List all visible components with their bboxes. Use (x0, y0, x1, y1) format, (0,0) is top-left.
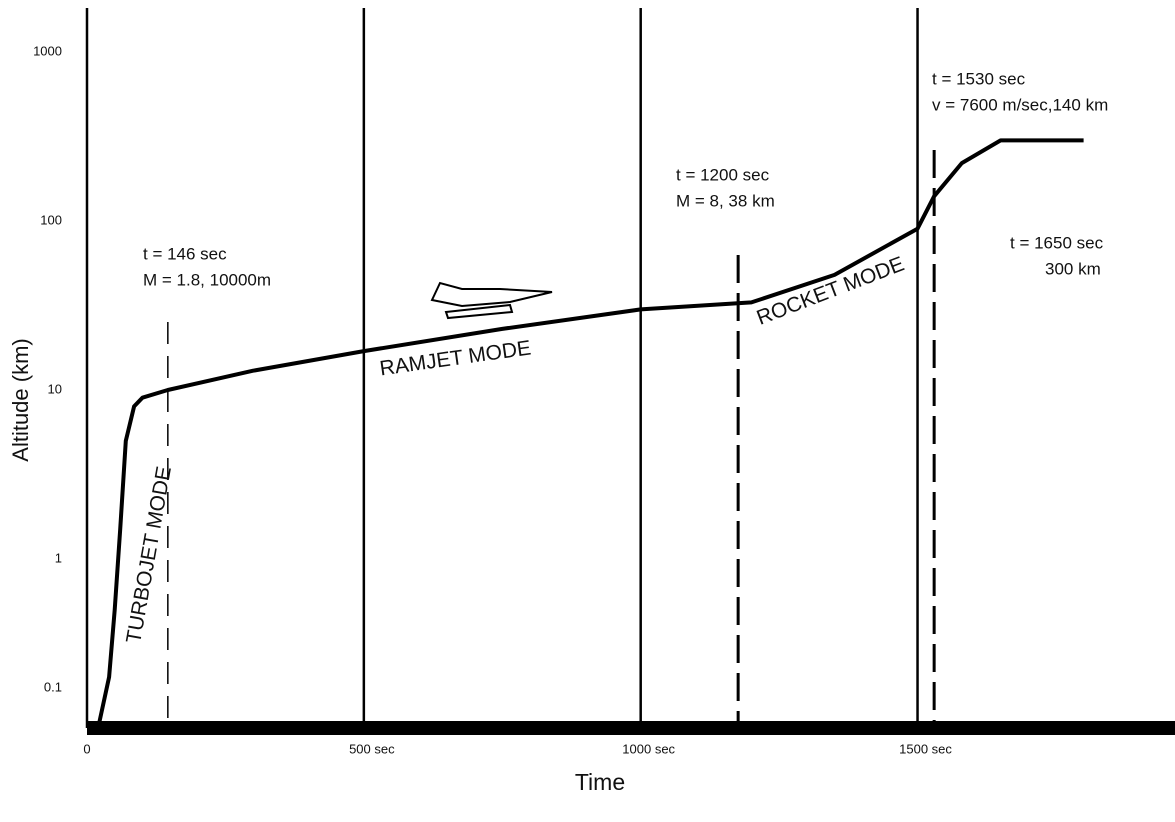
mode-label: ROCKET MODE (754, 252, 908, 329)
trajectory-line (87, 138, 1084, 730)
y-axis-title: Altitude (km) (8, 338, 33, 461)
annotation: t = 146 sec (143, 244, 227, 263)
annotation: M = 1.8, 10000m (143, 270, 271, 289)
annotation: v = 7600 m/sec,140 km (932, 95, 1108, 114)
x-axis (87, 721, 1175, 735)
y-tick-label: 0.1 (44, 679, 62, 694)
x-tick-label: 1500 sec (899, 741, 952, 756)
y-tick-label: 10 (48, 381, 62, 396)
y-tick-label: 100 (40, 212, 62, 227)
x-axis-title: Time (575, 769, 625, 795)
y-tick-label: 1 (55, 550, 62, 565)
annotation: t = 1650 sec (1010, 233, 1104, 252)
annotation: t = 1530 sec (932, 69, 1026, 88)
annotation: M = 8, 38 km (676, 191, 775, 210)
mode-label: TURBOJET MODE (122, 465, 176, 646)
x-tick-label: 0 (83, 741, 90, 756)
annotation: t = 1200 sec (676, 165, 770, 184)
annotation: 300 km (1045, 259, 1101, 278)
x-tick-label: 1000 sec (622, 741, 675, 756)
mode-label: RAMJET MODE (378, 336, 532, 380)
y-tick-label: 1000 (33, 43, 62, 58)
x-tick-label: 500 sec (349, 741, 395, 756)
airplane-icon (430, 281, 553, 320)
